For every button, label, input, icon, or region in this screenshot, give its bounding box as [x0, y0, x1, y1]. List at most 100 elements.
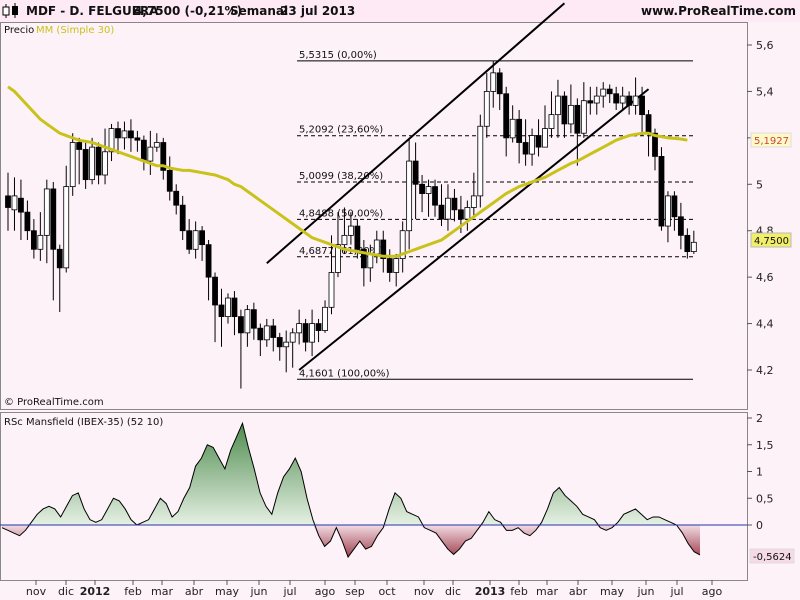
candle-body — [419, 183, 425, 194]
fib-label: 4,8488 (50,00%) — [299, 208, 383, 219]
candle-body — [153, 142, 160, 148]
rsc-plot — [0, 421, 747, 559]
candle-body — [490, 72, 497, 92]
candle-body — [179, 204, 186, 232]
candle-body — [593, 95, 600, 104]
candle-body — [535, 135, 542, 148]
x-tick-label: abr — [185, 585, 204, 598]
candle-body — [516, 118, 523, 143]
x-tick-label: 2013 — [475, 585, 506, 598]
candle-body — [244, 309, 251, 334]
candle-body — [43, 188, 50, 236]
candle-body — [89, 146, 96, 181]
candle-body — [690, 241, 697, 253]
x-tick-label: jul — [669, 585, 683, 598]
candle-body — [166, 169, 173, 192]
candle-body — [399, 230, 406, 259]
price-y-tick-label: 5,4 — [756, 85, 774, 98]
rsc-line — [1, 421, 701, 559]
x-tick-label: ago — [315, 585, 336, 598]
candle-body — [483, 91, 490, 127]
x-tick-label: ago — [702, 585, 723, 598]
candle-body — [218, 304, 225, 318]
candle-body — [658, 156, 665, 227]
fib-label: 5,0099 (38,20%) — [299, 171, 383, 182]
candle-body — [212, 276, 218, 306]
candle-body — [600, 88, 607, 97]
candle-body — [671, 195, 678, 218]
rsc-y-tick-label: 1,5 — [756, 439, 774, 452]
candle-body — [464, 207, 471, 220]
candle-body — [276, 337, 283, 348]
candle-body — [626, 95, 633, 106]
candle-body — [5, 195, 11, 208]
candle-body — [477, 125, 484, 197]
candle-body — [24, 211, 31, 232]
price-y-tick-label: 4,2 — [756, 364, 774, 377]
candle-body — [335, 244, 341, 273]
candle-body — [56, 248, 63, 269]
header-date: 23 jul 2013 — [280, 4, 355, 18]
candle-body — [11, 195, 18, 211]
ma-value-label: 5,1927 — [754, 136, 789, 147]
candle-body — [509, 118, 516, 139]
candle-logo-icon — [2, 3, 18, 18]
candle-body — [354, 225, 361, 250]
candle-body — [173, 190, 180, 206]
price-y-tick-label: 4,6 — [756, 271, 774, 284]
candle-body — [302, 323, 309, 343]
x-tick-label: nov — [26, 585, 47, 598]
candle-body — [619, 95, 626, 104]
last-price-tag — [750, 232, 792, 248]
header-period: Semanal — [230, 4, 288, 18]
candle-body — [613, 93, 620, 104]
candle-body — [257, 327, 264, 341]
axes: 5,65,45,254,84,64,44,221,510,50novdic201… — [26, 39, 774, 598]
fib-label: 5,2092 (23,60%) — [299, 125, 383, 136]
candle-body — [315, 323, 322, 331]
candle-body — [373, 239, 380, 255]
candle-body — [134, 137, 141, 141]
x-tick-label: oct — [378, 585, 396, 598]
fib-label: 5,5315 (0,00%) — [299, 50, 377, 61]
candle-body — [580, 100, 587, 134]
candle-body — [289, 332, 296, 343]
channel-line — [298, 88, 650, 371]
header-site[interactable]: www.ProRealTime.com — [641, 4, 796, 18]
candle-body — [632, 95, 639, 106]
legend-ma: MM (Simple 30) — [36, 25, 114, 36]
ma-line — [7, 85, 688, 258]
candle-body — [283, 341, 290, 348]
candle-body — [128, 130, 134, 139]
x-tick-label: 2012 — [80, 585, 111, 598]
candle-body — [82, 149, 89, 181]
candle-body — [529, 135, 535, 155]
candle-body — [425, 186, 432, 194]
candle-body — [322, 306, 328, 331]
copyright: © ProRealTime.com — [4, 397, 104, 408]
x-tick-label: may — [215, 585, 239, 598]
rsc-negative-area — [2, 525, 700, 558]
x-tick-label: sep — [345, 585, 364, 598]
candle-body — [95, 146, 102, 176]
candle-body — [69, 142, 76, 188]
candle-body — [18, 197, 24, 213]
x-tick-label: feb — [510, 585, 528, 598]
candle-body — [348, 225, 354, 236]
candle-body — [341, 234, 348, 246]
candle-body — [186, 230, 193, 250]
last-price-label: 4,7500 — [754, 236, 789, 247]
x-tick-label: dic — [58, 585, 74, 598]
header-bar — [0, 0, 800, 22]
candle-body — [76, 142, 83, 150]
candle-body — [542, 128, 548, 148]
ma-value-tag — [750, 132, 792, 148]
candle-body — [199, 230, 206, 246]
candle-body — [677, 216, 684, 236]
rsc-panel[interactable] — [0, 412, 748, 581]
candle-body — [108, 128, 115, 153]
candle-body — [140, 139, 147, 162]
candle-body — [561, 95, 568, 125]
header-symbol: MDF - D. FELGUERA — [26, 4, 159, 18]
